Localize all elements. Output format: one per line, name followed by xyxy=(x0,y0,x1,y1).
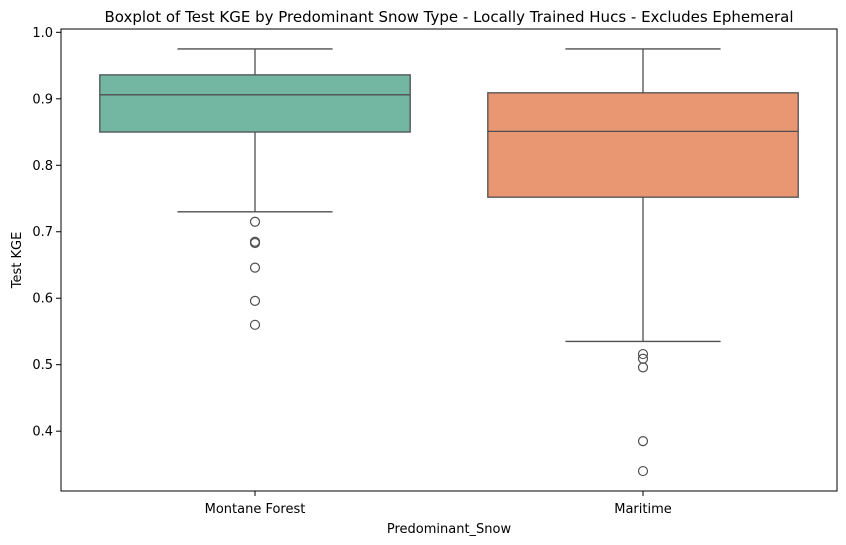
outlier-point xyxy=(249,262,261,273)
box-group-maritime xyxy=(487,48,799,477)
outlier-point xyxy=(637,348,649,360)
outlier-point xyxy=(637,436,649,447)
y-tick-label: 1.0 xyxy=(32,26,53,41)
plot-frame xyxy=(60,28,838,492)
chart-title: Boxplot of Test KGE by Predominant Snow … xyxy=(104,8,793,26)
y-axis: 0.4 0.5 0.6 0.7 0.8 0.9 1.0 xyxy=(32,26,61,440)
x-axis: Montane Forest Maritime xyxy=(205,491,672,517)
y-tick-label: 0.5 xyxy=(32,358,53,373)
iqr-box xyxy=(99,74,411,133)
outlier-point xyxy=(249,319,261,330)
y-tick-label: 0.4 xyxy=(32,425,53,440)
outlier-point xyxy=(637,465,649,477)
x-tick-label: Maritime xyxy=(614,502,672,517)
outlier-point xyxy=(637,362,649,373)
outlier-point xyxy=(249,216,261,227)
outlier-point xyxy=(249,237,261,249)
x-axis-label: Predominant_Snow xyxy=(387,522,512,537)
y-axis-label: Test KGE xyxy=(10,232,25,290)
plot-area xyxy=(99,48,799,477)
x-tick-label: Montane Forest xyxy=(205,502,306,517)
y-tick-label: 0.8 xyxy=(32,159,53,174)
y-tick-label: 0.9 xyxy=(32,92,53,107)
iqr-box xyxy=(487,92,799,198)
y-tick-label: 0.7 xyxy=(32,225,53,240)
outlier-point xyxy=(249,295,261,306)
y-tick-label: 0.6 xyxy=(32,292,53,307)
box-group-montane-forest xyxy=(99,48,411,330)
